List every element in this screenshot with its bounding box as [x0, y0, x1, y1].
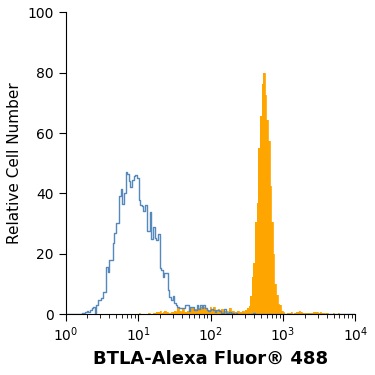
Y-axis label: Relative Cell Number: Relative Cell Number	[7, 82, 22, 244]
X-axis label: BTLA-Alexa Fluor® 488: BTLA-Alexa Fluor® 488	[93, 350, 328, 368]
